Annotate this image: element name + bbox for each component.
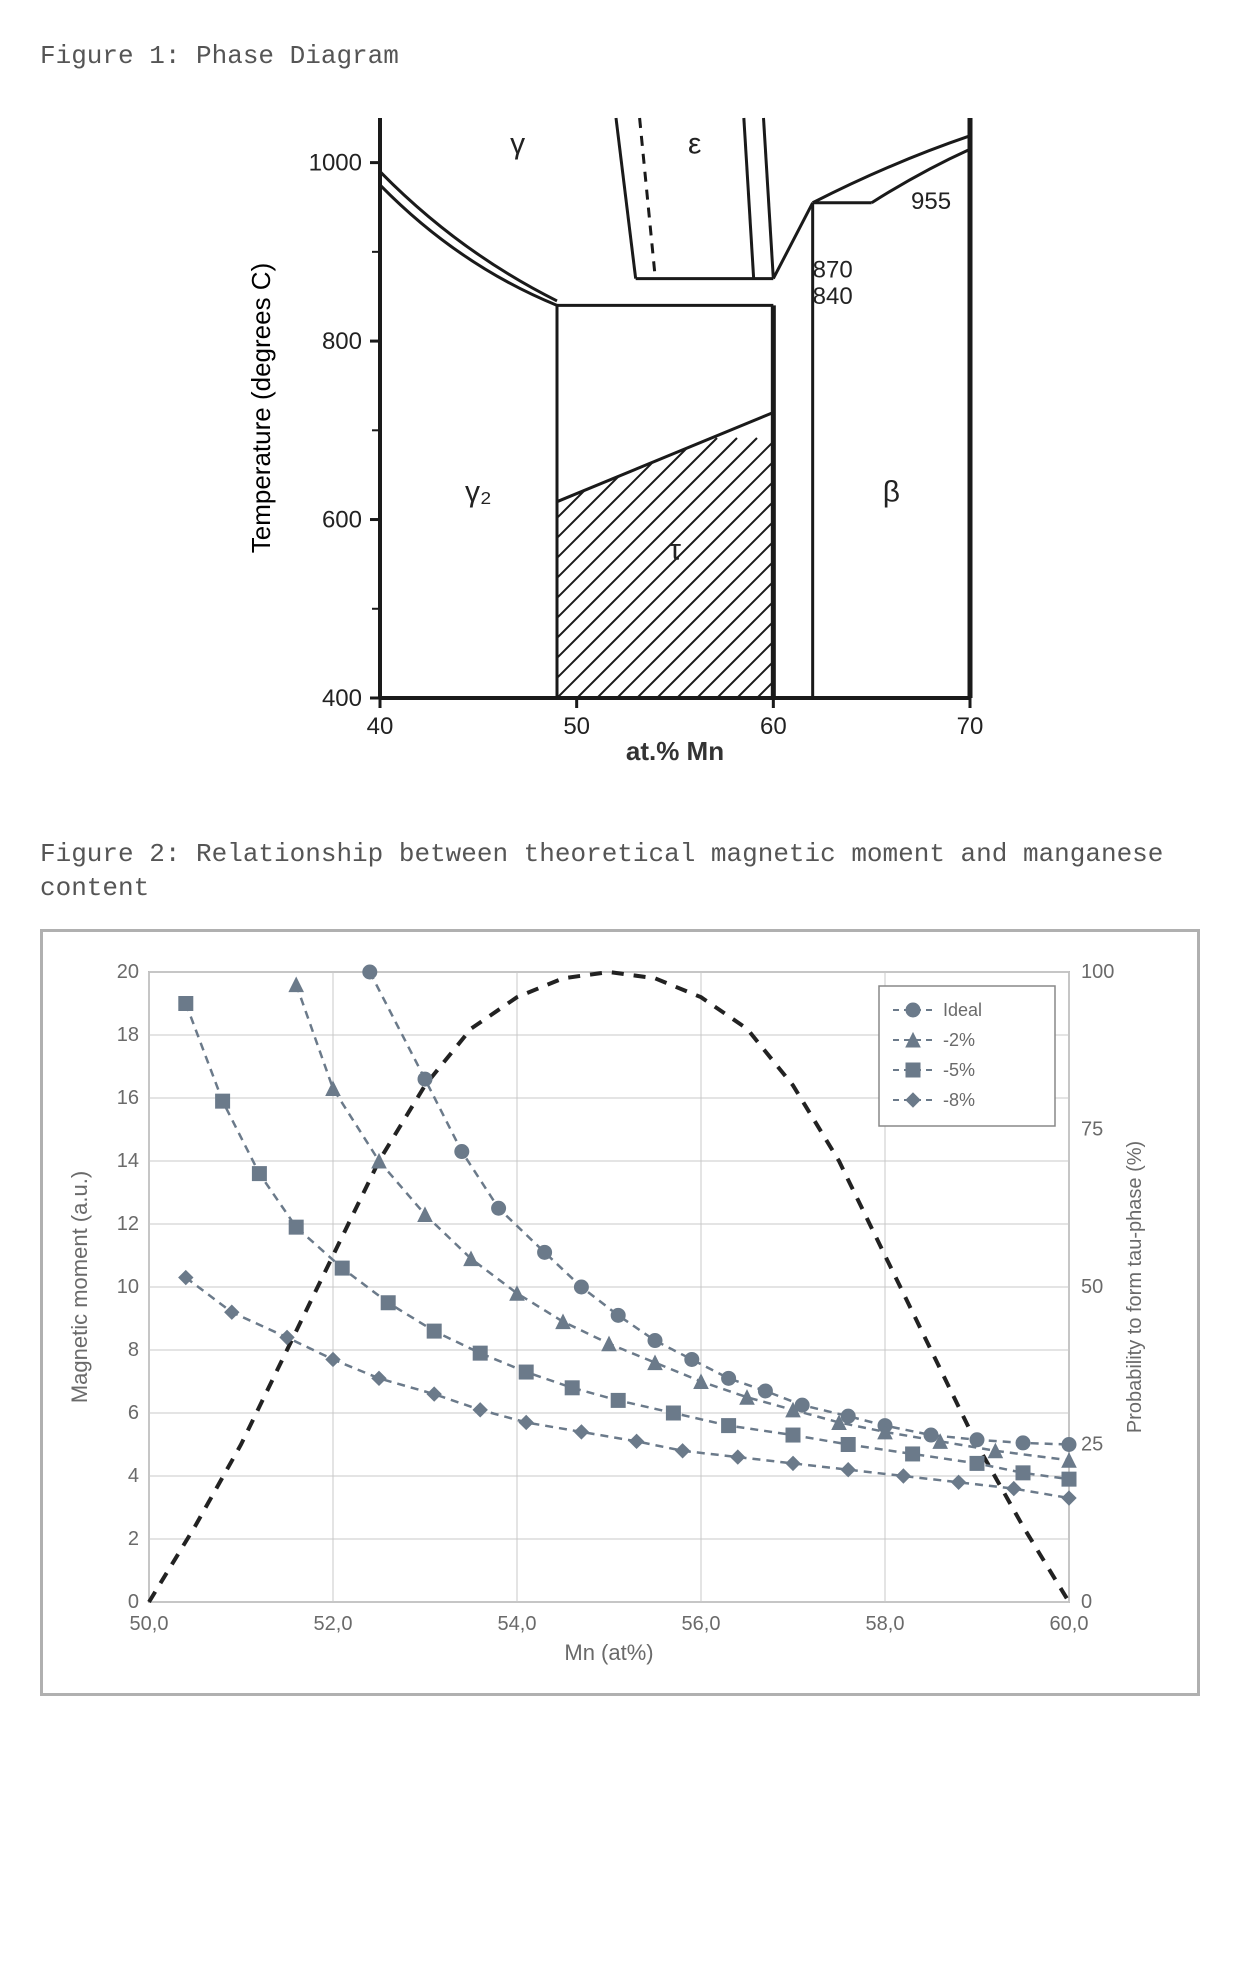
svg-text:840: 840 (813, 283, 853, 310)
svg-text:955: 955 (911, 188, 951, 215)
svg-text:Ideal: Ideal (943, 1000, 982, 1020)
svg-text:600: 600 (322, 506, 362, 533)
svg-text:800: 800 (322, 328, 362, 355)
svg-text:60,0: 60,0 (1050, 1613, 1089, 1635)
svg-text:at.% Mn: at.% Mn (626, 736, 724, 766)
figure-1: Figure 1: Phase Diagram 400 600 800 1000 40 5… (40, 40, 1200, 778)
svg-text:-5%: -5% (943, 1060, 975, 1080)
svg-text:10: 10 (117, 1276, 139, 1298)
svg-text:18: 18 (117, 1024, 139, 1046)
svg-text:25: 25 (1081, 1434, 1103, 1456)
svg-text:60: 60 (760, 713, 787, 740)
svg-text:Temperature (degrees C): Temperature (degrees C) (246, 263, 276, 553)
figure-1-chart: 400 600 800 1000 40 50 60 70 Temperature (degree… (40, 98, 1200, 778)
svg-text:Probability to form tau-phase: Probability to form tau-phase (%) (1124, 1141, 1146, 1433)
svg-text:-2%: -2% (943, 1030, 975, 1050)
svg-text:2: 2 (128, 1528, 139, 1550)
svg-text:50: 50 (1081, 1276, 1103, 1298)
svg-text:16: 16 (117, 1087, 139, 1109)
svg-text:100: 100 (1081, 961, 1114, 983)
svg-text:-8%: -8% (943, 1090, 975, 1110)
svg-text:1000: 1000 (309, 149, 362, 176)
svg-text:Magnetic moment (a.u.): Magnetic moment (a.u.) (67, 1171, 92, 1403)
figure-2: Figure 2: Relationship between theoretic… (40, 838, 1200, 1697)
svg-text:75: 75 (1081, 1119, 1103, 1141)
svg-text:ε: ε (688, 127, 701, 160)
svg-text:β: β (883, 475, 900, 508)
svg-text:6: 6 (128, 1402, 139, 1424)
svg-text:Mn (at%): Mn (at%) (564, 1640, 653, 1665)
svg-text:70: 70 (957, 713, 984, 740)
svg-text:50: 50 (563, 713, 590, 740)
svg-text:20: 20 (117, 961, 139, 983)
svg-text:8: 8 (128, 1339, 139, 1361)
svg-text:54,0: 54,0 (498, 1613, 537, 1635)
svg-text:0: 0 (128, 1591, 139, 1613)
svg-text:τ: τ (669, 533, 681, 566)
svg-text:γ₂: γ₂ (465, 475, 492, 508)
figure-1-caption: Figure 1: Phase Diagram (40, 40, 1200, 74)
figure-2-caption: Figure 2: Relationship between theoretic… (40, 838, 1200, 906)
phase-diagram-svg: 400 600 800 1000 40 50 60 70 Temperature (degree… (230, 98, 1010, 778)
svg-text:56,0: 56,0 (682, 1613, 721, 1635)
svg-text:870: 870 (813, 256, 853, 283)
svg-text:12: 12 (117, 1213, 139, 1235)
svg-text:400: 400 (322, 685, 362, 712)
svg-text:50,0: 50,0 (130, 1613, 169, 1635)
figure-2-frame: 0 2 4 6 8 10 12 14 16 18 20 50,0 52,0 54,0 56,0 58,0 60,… (40, 929, 1200, 1696)
svg-text:0: 0 (1081, 1591, 1092, 1613)
svg-text:52,0: 52,0 (314, 1613, 353, 1635)
svg-text:58,0: 58,0 (866, 1613, 905, 1635)
svg-text:γ: γ (510, 127, 525, 160)
svg-text:40: 40 (367, 713, 394, 740)
svg-text:4: 4 (128, 1465, 139, 1487)
svg-text:14: 14 (117, 1150, 139, 1172)
moment-chart-svg: 0 2 4 6 8 10 12 14 16 18 20 50,0 52,0 54,0 56,0 58,0 60,… (59, 952, 1159, 1672)
